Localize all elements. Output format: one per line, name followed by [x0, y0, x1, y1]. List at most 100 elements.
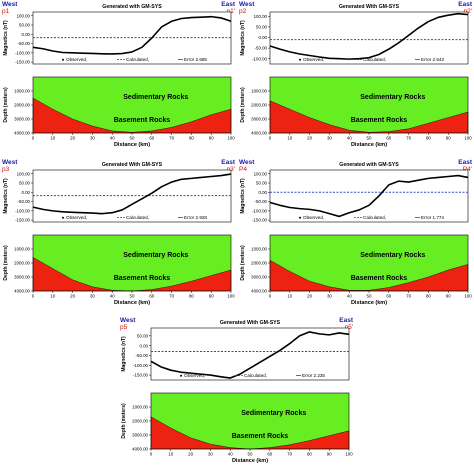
- legend-error: Error 2.235: [302, 373, 325, 378]
- magnetics-ytick-label: 0.00: [21, 190, 30, 195]
- depth-ytick-label: 4000.00: [251, 131, 267, 136]
- east-label: East: [221, 159, 236, 166]
- depth-ytick-label: 2000.00: [14, 103, 30, 108]
- profile-end-label: p2': [464, 8, 472, 15]
- basement-rocks-label: Basement Rocks: [114, 275, 171, 282]
- distance-axis-label: Distance (km): [232, 458, 268, 464]
- distance-xtick-label: 40: [110, 294, 115, 299]
- legend-error: Error 1.774: [421, 215, 444, 220]
- distance-xtick-label: 70: [406, 294, 411, 299]
- legend-observed-marker: [299, 216, 301, 219]
- distance-xtick-label: 10: [50, 294, 55, 299]
- depth-ytick-label: 2000.00: [251, 261, 267, 266]
- profile-start-label: P4: [239, 166, 247, 173]
- profile-start-label: p3: [2, 166, 10, 173]
- magnetics-ytick-label: -100.00: [133, 363, 148, 368]
- legend-calculated: Calculated,: [126, 57, 149, 62]
- basement-rocks-label: Basement Rocks: [351, 117, 408, 124]
- distance-xtick-label: 90: [209, 136, 214, 141]
- magnetics-ytick-label: 100.00: [17, 13, 31, 18]
- magnetics-axis-label: Magnetics (nT): [3, 20, 9, 56]
- distance-xtick-label: 60: [267, 452, 272, 457]
- legend-observed: Observed,: [184, 373, 205, 378]
- magnetics-ytick-label: 0.00: [258, 35, 267, 40]
- legend-observed: Observed,: [66, 215, 87, 220]
- distance-xtick-label: 80: [426, 136, 431, 141]
- depth-ytick-label: 2000.00: [251, 103, 267, 108]
- magnetics-ytick-label: -100.00: [15, 208, 30, 213]
- magnetics-plot-frame: [269, 169, 469, 223]
- distance-xtick-label: 70: [169, 294, 174, 299]
- distance-xtick-label: 50: [367, 294, 372, 299]
- distance-xtick-label: 50: [367, 136, 372, 141]
- east-label: East: [339, 317, 354, 324]
- legend-calculated: Calculated,: [244, 373, 267, 378]
- magnetics-axis-label: Magnetics (nT): [240, 178, 246, 214]
- observed-series-line: [269, 174, 469, 218]
- distance-xtick-label: 30: [208, 452, 213, 457]
- legend-observed-marker: [62, 58, 64, 61]
- chart-title: Generated with GM-SYS: [339, 162, 399, 168]
- depth-ytick-label: 4000.00: [14, 289, 30, 294]
- chart-title: Generated with GM-SYS: [102, 4, 162, 10]
- distance-xtick-label: 100: [464, 294, 472, 299]
- distance-xtick-label: 40: [347, 136, 352, 141]
- magnetics-ytick-label: -150.00: [133, 373, 148, 378]
- basement-rocks-label: Basement Rocks: [232, 433, 289, 440]
- magnetics-ytick-label: -100.00: [15, 50, 30, 55]
- distance-xtick-label: 50: [248, 452, 253, 457]
- distance-xtick-label: 80: [307, 452, 312, 457]
- distance-xtick-label: 100: [227, 136, 235, 141]
- profile-end-label: p1': [227, 8, 235, 15]
- magnetics-ytick-label: 0.00: [258, 190, 267, 195]
- depth-axis-label: Depth (meters): [121, 403, 127, 439]
- legend-error: Error 2.543: [421, 57, 444, 62]
- distance-xtick-label: 0: [150, 452, 153, 457]
- distance-xtick-label: 40: [228, 452, 233, 457]
- distance-axis-label: Distance (km): [114, 142, 150, 148]
- legend-observed: Observed,: [303, 57, 324, 62]
- east-label: East: [221, 1, 236, 8]
- distance-axis-label: Distance (km): [351, 300, 387, 306]
- distance-axis-label: Distance (km): [351, 142, 387, 148]
- observed-series-line: [32, 15, 232, 55]
- distance-xtick-label: 30: [327, 294, 332, 299]
- sedimentary-rocks-label: Sedimentary Rocks: [123, 252, 188, 259]
- depth-ytick-label: 1000.00: [251, 89, 267, 94]
- magnetics-ytick-label: -150.00: [15, 60, 30, 65]
- observed-series-line: [32, 173, 232, 215]
- depth-axis-label: Depth (meters): [240, 87, 246, 123]
- distance-xtick-label: 90: [327, 452, 332, 457]
- depth-ytick-label: 1000.00: [14, 247, 30, 252]
- magnetics-ytick-label: 100.00: [254, 171, 268, 176]
- sedimentary-rocks-label: Sedimentary Rocks: [360, 94, 425, 101]
- legend-observed: Observed,: [66, 57, 87, 62]
- magnetics-ytick-label: 0.00: [21, 32, 30, 37]
- distance-xtick-label: 100: [464, 136, 472, 141]
- distance-xtick-label: 100: [227, 294, 235, 299]
- sedimentary-rocks-label: Sedimentary Rocks: [360, 252, 425, 259]
- magnetics-plot-frame: [269, 11, 469, 65]
- legend-error: Error 2.928: [184, 215, 207, 220]
- magnetics-ytick-label: 0.00: [139, 343, 148, 348]
- depth-ytick-label: 1000.00: [132, 405, 148, 410]
- magnetics-axis-label: Magnetics (nT): [3, 178, 9, 214]
- distance-xtick-label: 50: [130, 294, 135, 299]
- distance-xtick-label: 60: [149, 294, 154, 299]
- depth-ytick-label: 3000.00: [132, 433, 148, 438]
- distance-xtick-label: 90: [446, 294, 451, 299]
- distance-xtick-label: 40: [347, 294, 352, 299]
- basement-rocks-label: Basement Rocks: [351, 275, 408, 282]
- depth-ytick-label: 3000.00: [14, 117, 30, 122]
- profile-end-label: p5': [345, 324, 353, 331]
- magnetics-ytick-label: 50.00: [256, 24, 268, 29]
- depth-ytick-label: 4000.00: [132, 447, 148, 452]
- observed-series-line: [269, 12, 469, 60]
- magnetics-ytick-label: -150.00: [15, 218, 30, 223]
- distance-xtick-label: 70: [287, 452, 292, 457]
- magnetics-ytick-label: -100.00: [252, 208, 267, 213]
- east-label: East: [458, 159, 473, 166]
- profile-start-label: p2: [239, 8, 247, 15]
